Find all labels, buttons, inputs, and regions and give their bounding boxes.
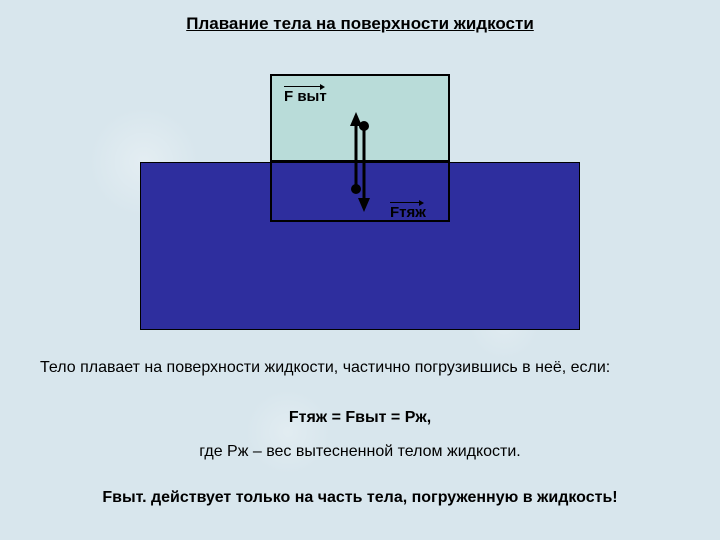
page-title: Плавание тела на поверхности жидкости: [186, 14, 534, 34]
definition-text: где Рж – вес вытесненной телом жидкости.: [40, 440, 680, 463]
buoyancy-diagram: F выт Fтяж: [140, 74, 580, 330]
condition-text: Тело плавает на поверхности жидкости, ча…: [40, 356, 680, 379]
equation-text: Fтяж = Fвыт = Рж,: [40, 406, 680, 429]
gravity-label: Fтяж: [390, 204, 426, 221]
note-text: Fвыт. действует только на часть тела, по…: [40, 486, 680, 509]
force-vectors: [270, 74, 450, 254]
